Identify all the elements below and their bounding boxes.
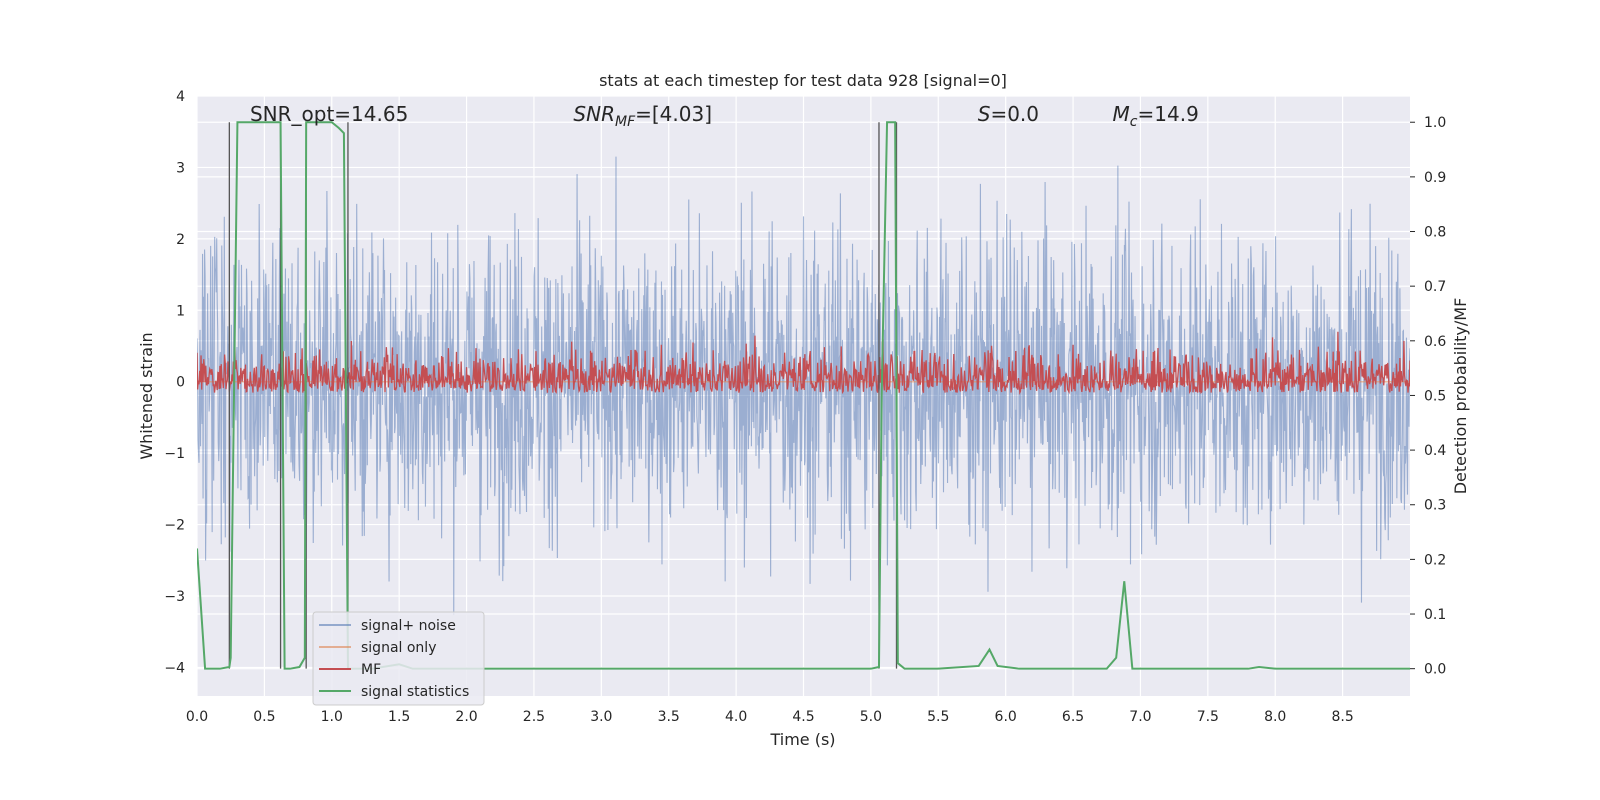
x-tick-label: 3.5 <box>658 709 680 725</box>
y2-tick-label: 0.3 <box>1424 498 1446 514</box>
annotation-main: S <box>978 102 991 126</box>
x-tick-label: 7.0 <box>1129 709 1151 725</box>
y2-tick-label: 0.5 <box>1424 388 1446 404</box>
y2-tick-label: 0.4 <box>1424 443 1446 459</box>
legend-label-noise: signal+ noise <box>361 618 456 634</box>
annotation-main: SNR_opt=14.65 <box>250 102 408 126</box>
y2-tick-label: 0.2 <box>1424 552 1446 568</box>
y2-axis-label: Detection probability/MF <box>1451 298 1470 495</box>
y2-tick-label: 0.7 <box>1424 279 1446 295</box>
x-tick-label: 7.5 <box>1197 709 1219 725</box>
x-tick-label: 8.0 <box>1264 709 1286 725</box>
x-tick-label: 0.0 <box>186 709 208 725</box>
annotation-3: Mc=14.9 <box>1113 102 1199 130</box>
y-tick-label: 1 <box>176 303 185 319</box>
chart-title: stats at each timestep for test data 928… <box>599 71 1007 90</box>
annotations: SNR_opt=14.65 SNRMF=[4.03] S=0.0 Mc=14.9 <box>250 102 1199 130</box>
legend-label-signal-only: signal only <box>361 640 436 656</box>
x-tick-label: 2.5 <box>523 709 545 725</box>
x-tick-label: 3.0 <box>590 709 612 725</box>
annotation-0: SNR_opt=14.65 <box>250 102 408 126</box>
y-tick-label: 4 <box>176 89 185 105</box>
y-tick-label: −4 <box>164 660 185 676</box>
x-tick-label: 2.0 <box>455 709 477 725</box>
legend-label-stats: signal statistics <box>361 684 469 700</box>
y-axis-label: Whitened strain <box>137 332 156 459</box>
y2-tick-label: 0.8 <box>1424 225 1446 241</box>
annotation-main: SNR <box>573 102 615 126</box>
y2-tick-label: 0.6 <box>1424 334 1446 350</box>
x-tick-label: 4.5 <box>792 709 814 725</box>
annotation-value: =14.9 <box>1138 102 1199 126</box>
y-tick-label: 3 <box>176 160 185 176</box>
legend-box <box>312 611 485 706</box>
x-tick-label: 6.5 <box>1062 709 1084 725</box>
annotation-value: =[4.03] <box>635 102 712 126</box>
x-tick-label: 4.0 <box>725 709 747 725</box>
annotation-1: SNRMF=[4.03] <box>573 102 712 130</box>
annotation-subscript: c <box>1130 114 1138 130</box>
y-axis: 4 3 2 1 0 −1 −2 −3 −4 <box>164 89 185 676</box>
x-tick-label: 6.0 <box>995 709 1017 725</box>
x-axis-label: Time (s) <box>769 730 835 749</box>
annotation-value: =0.0 <box>990 102 1039 126</box>
x-tick-label: 1.0 <box>321 709 343 725</box>
annotation-2: S=0.0 <box>978 102 1039 126</box>
y-tick-label: 0 <box>176 375 185 391</box>
y2-tick-label: 0.0 <box>1424 662 1446 678</box>
x-axis: 0.0 0.5 1.0 1.5 2.0 2.5 3.0 3.5 4.0 4.5 5.0 5.5 6.0 6… <box>186 709 1354 725</box>
y2-tick-label: 0.1 <box>1424 607 1446 623</box>
legend-label-mf: MF <box>361 662 381 678</box>
y-tick-label: −1 <box>164 446 185 462</box>
y2-tick-label: 1.0 <box>1424 115 1446 131</box>
y-tick-label: 2 <box>176 232 185 248</box>
y-tick-label: −3 <box>164 589 185 605</box>
x-tick-label: 0.5 <box>253 709 275 725</box>
series-signal-statistics <box>197 121 1410 670</box>
x-tick-label: 1.5 <box>388 709 410 725</box>
series-mf <box>197 331 1410 396</box>
y-tick-label: −2 <box>164 518 185 534</box>
legend: signal+ noise signal only MF signal stat… <box>312 611 485 706</box>
series-layer <box>197 121 1410 670</box>
y2-tick-label: 0.9 <box>1424 170 1446 186</box>
x-tick-label: 5.5 <box>927 709 949 725</box>
series-signal-noise <box>197 156 1410 616</box>
x-tick-label: 8.5 <box>1331 709 1353 725</box>
y2-axis: 1.0 0.9 0.8 0.7 0.6 0.5 0.4 0.3 0.2 0.1 0.0 <box>1410 115 1446 678</box>
annotation-main: M <box>1113 102 1130 126</box>
x-tick-label: 5.0 <box>860 709 882 725</box>
annotation-subscript: MF <box>615 114 636 130</box>
